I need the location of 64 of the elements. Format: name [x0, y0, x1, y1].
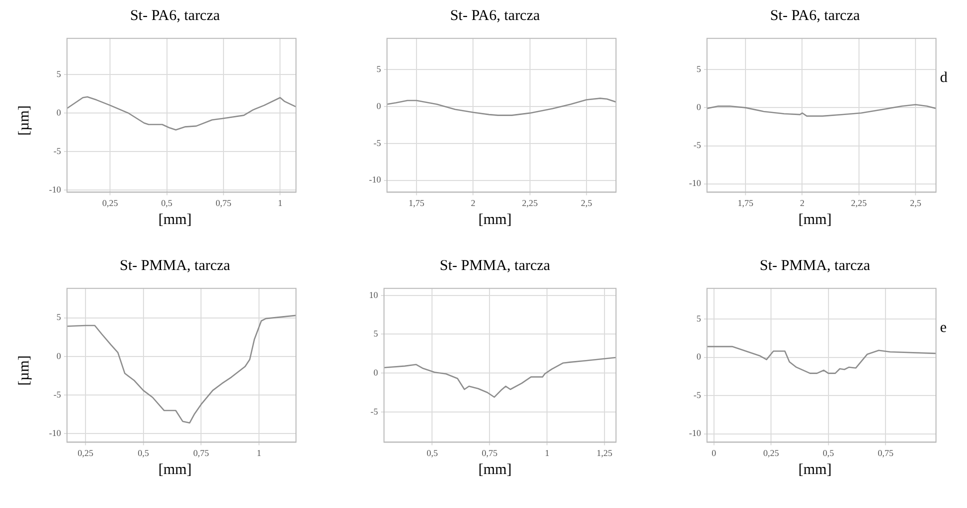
x-tick-label: 0,25	[102, 198, 118, 208]
x-tick-label: 0,75	[193, 448, 210, 458]
x-tick-label: 0,5	[426, 448, 438, 458]
x-tick-label: 0,5	[822, 448, 834, 458]
x-tick-label: 0,5	[138, 448, 150, 458]
x-tick-label: 2	[800, 198, 804, 208]
y-tick-label: 5	[696, 313, 702, 324]
y-tick-label: 5	[56, 312, 62, 322]
chart-title: St- PMMA, tarcza	[758, 258, 872, 275]
x-axis-title: [mm]	[157, 212, 193, 229]
y-axis-title: [µm]	[16, 104, 34, 136]
x-tick-label: 1,25	[596, 448, 613, 458]
x-tick-label: 1	[256, 448, 262, 458]
x-axis-title: [mm]	[477, 462, 513, 479]
chart-title: St- PMMA, tarcza	[438, 258, 552, 275]
chart-title: St- PA6, tarcza	[449, 8, 541, 25]
y-tick-label: 5	[56, 68, 62, 79]
y-tick-label: 0	[696, 102, 702, 112]
x-tick-label: 0,75	[482, 448, 498, 458]
y-tick-label: -10	[688, 178, 702, 188]
x-tick-label: 0,25	[763, 448, 780, 458]
y-tick-label: 5	[374, 328, 378, 339]
y-tick-label: 0	[696, 352, 702, 362]
y-tick-label: 10	[369, 290, 378, 300]
y-tick-label: -10	[688, 428, 702, 438]
x-tick-label: 2	[470, 198, 476, 208]
x-tick-label: 0,25	[78, 448, 94, 458]
x-tick-label: 0,75	[878, 448, 894, 458]
x-tick-label: 1,75	[738, 198, 754, 208]
y-tick-label: -5	[53, 146, 62, 156]
y-tick-label: 0	[56, 107, 62, 118]
text: d	[940, 70, 948, 87]
y-tick-label: -5	[693, 140, 702, 150]
text: e	[940, 320, 947, 337]
y-tick-label: 0	[374, 367, 378, 378]
y-axis-title: [µm]	[16, 354, 34, 386]
x-tick-label: 1	[544, 448, 550, 458]
x-tick-label: 0	[712, 448, 717, 458]
chart-title: St- PMMA, tarcza	[118, 258, 232, 275]
x-axis-title: [mm]	[797, 212, 833, 229]
y-tick-label: -10	[48, 184, 62, 194]
x-tick-label: 2,25	[851, 198, 868, 208]
x-tick-label: 0,75	[216, 198, 232, 208]
x-tick-label: 1	[278, 198, 282, 208]
x-axis-title: [mm]	[157, 462, 193, 479]
y-tick-label: -5	[370, 406, 378, 416]
y-tick-label: 5	[696, 64, 702, 74]
y-tick-label: -10	[368, 174, 382, 185]
x-tick-label: 2,25	[522, 198, 538, 208]
y-tick-label: -10	[48, 428, 62, 438]
x-tick-label: 2,5	[910, 198, 922, 208]
y-tick-label: 0	[56, 350, 62, 361]
y-tick-label: 0	[376, 100, 382, 111]
chart-title: St- PA6, tarcza	[129, 8, 221, 25]
chart-title: St- PA6, tarcza	[769, 8, 861, 25]
y-tick-label: -5	[693, 390, 702, 400]
y-tick-label: -5	[53, 389, 62, 400]
x-tick-label: 2,5	[580, 198, 593, 208]
y-tick-label: -5	[373, 138, 382, 148]
x-tick-label: 1,75	[408, 198, 425, 208]
x-axis-title: [mm]	[477, 212, 513, 229]
x-tick-label: 0,5	[161, 198, 173, 208]
x-axis-title: [mm]	[797, 462, 833, 479]
y-tick-label: 5	[376, 64, 382, 74]
